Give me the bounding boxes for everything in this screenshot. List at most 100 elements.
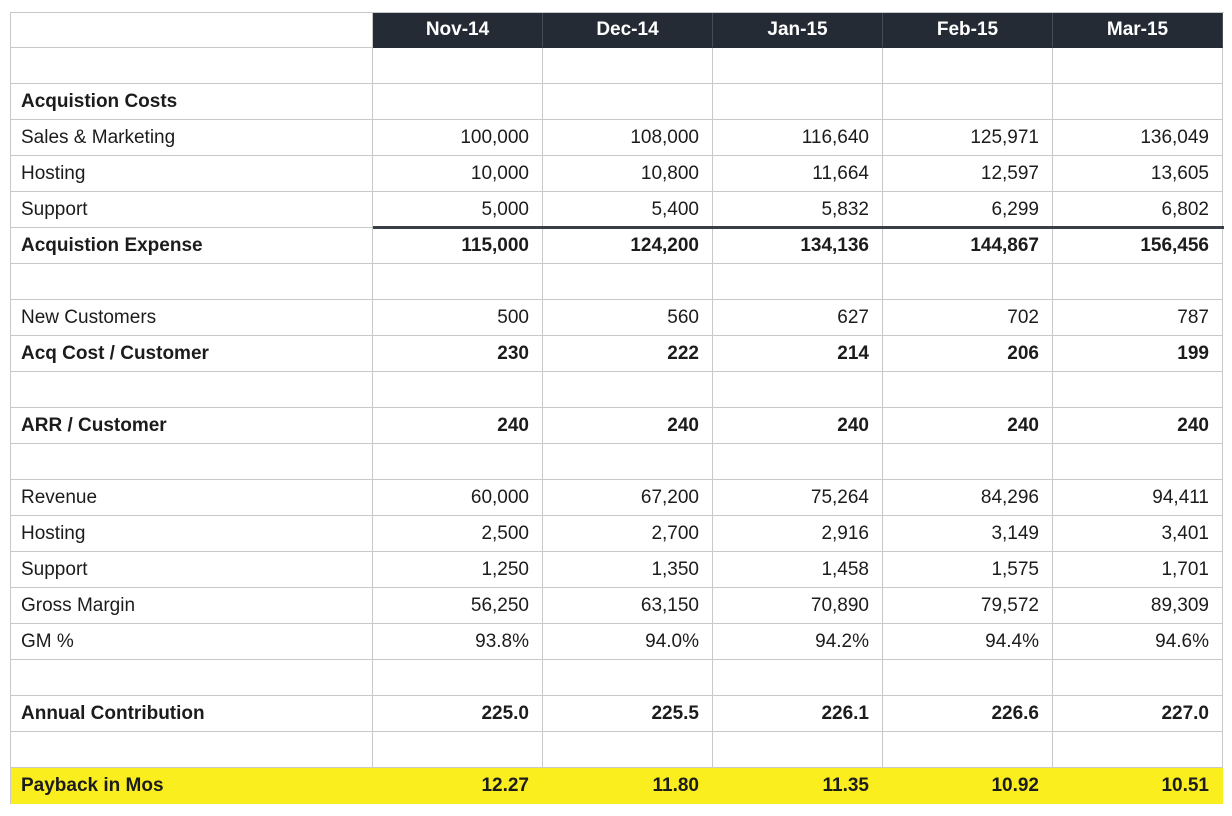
cell-value[interactable]: 6,802 bbox=[1053, 192, 1223, 228]
cell-value[interactable]: 627 bbox=[713, 300, 883, 336]
cell-value[interactable]: 5,832 bbox=[713, 192, 883, 228]
cell-value[interactable] bbox=[883, 264, 1053, 300]
column-header-jan-15[interactable]: Jan-15 bbox=[713, 13, 883, 48]
cell-value[interactable]: 222 bbox=[543, 336, 713, 372]
cell-value[interactable]: 560 bbox=[543, 300, 713, 336]
cell-value[interactable]: 1,701 bbox=[1053, 552, 1223, 588]
cell-value[interactable]: 6,299 bbox=[883, 192, 1053, 228]
cell-value[interactable] bbox=[713, 372, 883, 408]
cell-value[interactable] bbox=[713, 264, 883, 300]
cell-value[interactable] bbox=[1053, 444, 1223, 480]
cell-value[interactable]: 11.80 bbox=[543, 768, 713, 804]
cell-value[interactable]: 94.4% bbox=[883, 624, 1053, 660]
cell-value[interactable]: 63,150 bbox=[543, 588, 713, 624]
cell-value[interactable]: 84,296 bbox=[883, 480, 1053, 516]
cell-value[interactable]: 240 bbox=[1053, 408, 1223, 444]
row-label[interactable]: Annual Contribution bbox=[11, 696, 373, 732]
cell-value[interactable] bbox=[883, 444, 1053, 480]
column-header-dec-14[interactable]: Dec-14 bbox=[543, 13, 713, 48]
cell-value[interactable]: 10.92 bbox=[883, 768, 1053, 804]
cell-value[interactable] bbox=[883, 372, 1053, 408]
cell-value[interactable]: 225.0 bbox=[373, 696, 543, 732]
cell-value[interactable] bbox=[373, 372, 543, 408]
cell-value[interactable]: 2,500 bbox=[373, 516, 543, 552]
cell-value[interactable] bbox=[713, 48, 883, 84]
cell-value[interactable]: 2,916 bbox=[713, 516, 883, 552]
cell-value[interactable]: 1,458 bbox=[713, 552, 883, 588]
cell-value[interactable] bbox=[543, 264, 713, 300]
cell-value[interactable]: 11,664 bbox=[713, 156, 883, 192]
cell-value[interactable] bbox=[713, 732, 883, 768]
cell-value[interactable] bbox=[1053, 660, 1223, 696]
cell-value[interactable] bbox=[543, 732, 713, 768]
row-label[interactable]: Hosting bbox=[11, 516, 373, 552]
cell-value[interactable] bbox=[883, 660, 1053, 696]
cell-value[interactable]: 75,264 bbox=[713, 480, 883, 516]
cell-value[interactable] bbox=[883, 48, 1053, 84]
row-label[interactable]: New Customers bbox=[11, 300, 373, 336]
cell-value[interactable] bbox=[1053, 732, 1223, 768]
row-label[interactable]: Revenue bbox=[11, 480, 373, 516]
column-header-mar-15[interactable]: Mar-15 bbox=[1053, 13, 1223, 48]
cell-value[interactable]: 5,000 bbox=[373, 192, 543, 228]
cell-value[interactable]: 199 bbox=[1053, 336, 1223, 372]
cell-value[interactable] bbox=[713, 84, 883, 120]
row-label[interactable]: Hosting bbox=[11, 156, 373, 192]
cell-value[interactable]: 240 bbox=[543, 408, 713, 444]
cell-value[interactable]: 144,867 bbox=[883, 228, 1053, 264]
row-label[interactable] bbox=[11, 444, 373, 480]
cell-value[interactable]: 12.27 bbox=[373, 768, 543, 804]
cell-value[interactable]: 89,309 bbox=[1053, 588, 1223, 624]
cell-value[interactable] bbox=[713, 660, 883, 696]
cell-value[interactable]: 1,350 bbox=[543, 552, 713, 588]
row-label[interactable] bbox=[11, 660, 373, 696]
cell-value[interactable]: 10,000 bbox=[373, 156, 543, 192]
cell-value[interactable]: 79,572 bbox=[883, 588, 1053, 624]
cell-value[interactable]: 1,575 bbox=[883, 552, 1053, 588]
cell-value[interactable]: 94.2% bbox=[713, 624, 883, 660]
cell-value[interactable]: 3,401 bbox=[1053, 516, 1223, 552]
cell-value[interactable]: 240 bbox=[883, 408, 1053, 444]
cell-value[interactable]: 230 bbox=[373, 336, 543, 372]
cell-value[interactable]: 156,456 bbox=[1053, 228, 1223, 264]
cell-value[interactable]: 10.51 bbox=[1053, 768, 1223, 804]
cell-value[interactable]: 125,971 bbox=[883, 120, 1053, 156]
cell-value[interactable]: 100,000 bbox=[373, 120, 543, 156]
cell-value[interactable]: 124,200 bbox=[543, 228, 713, 264]
cell-value[interactable]: 1,250 bbox=[373, 552, 543, 588]
cell-value[interactable]: 56,250 bbox=[373, 588, 543, 624]
cell-value[interactable]: 93.8% bbox=[373, 624, 543, 660]
cell-value[interactable] bbox=[1053, 372, 1223, 408]
cell-value[interactable]: 240 bbox=[373, 408, 543, 444]
cell-value[interactable] bbox=[373, 732, 543, 768]
row-label[interactable]: Support bbox=[11, 192, 373, 228]
cell-value[interactable]: 214 bbox=[713, 336, 883, 372]
cell-value[interactable] bbox=[883, 84, 1053, 120]
cell-value[interactable]: 500 bbox=[373, 300, 543, 336]
cell-value[interactable]: 240 bbox=[713, 408, 883, 444]
cell-value[interactable] bbox=[543, 48, 713, 84]
row-label[interactable]: Acquistion Expense bbox=[11, 228, 373, 264]
row-label[interactable] bbox=[11, 732, 373, 768]
cell-value[interactable]: 11.35 bbox=[713, 768, 883, 804]
cell-value[interactable] bbox=[883, 732, 1053, 768]
cell-value[interactable] bbox=[543, 84, 713, 120]
corner-cell[interactable] bbox=[11, 13, 373, 48]
column-header-feb-15[interactable]: Feb-15 bbox=[883, 13, 1053, 48]
row-label[interactable]: Gross Margin bbox=[11, 588, 373, 624]
row-label[interactable]: Payback in Mos bbox=[11, 768, 373, 804]
cell-value[interactable]: 227.0 bbox=[1053, 696, 1223, 732]
row-label[interactable]: Acq Cost / Customer bbox=[11, 336, 373, 372]
cell-value[interactable] bbox=[373, 660, 543, 696]
cell-value[interactable] bbox=[1053, 48, 1223, 84]
cell-value[interactable] bbox=[373, 84, 543, 120]
cell-value[interactable] bbox=[543, 660, 713, 696]
cell-value[interactable] bbox=[543, 444, 713, 480]
cell-value[interactable]: 67,200 bbox=[543, 480, 713, 516]
cell-value[interactable]: 134,136 bbox=[713, 228, 883, 264]
cell-value[interactable]: 702 bbox=[883, 300, 1053, 336]
cell-value[interactable]: 225.5 bbox=[543, 696, 713, 732]
cell-value[interactable] bbox=[1053, 264, 1223, 300]
cell-value[interactable]: 116,640 bbox=[713, 120, 883, 156]
row-label[interactable]: GM % bbox=[11, 624, 373, 660]
